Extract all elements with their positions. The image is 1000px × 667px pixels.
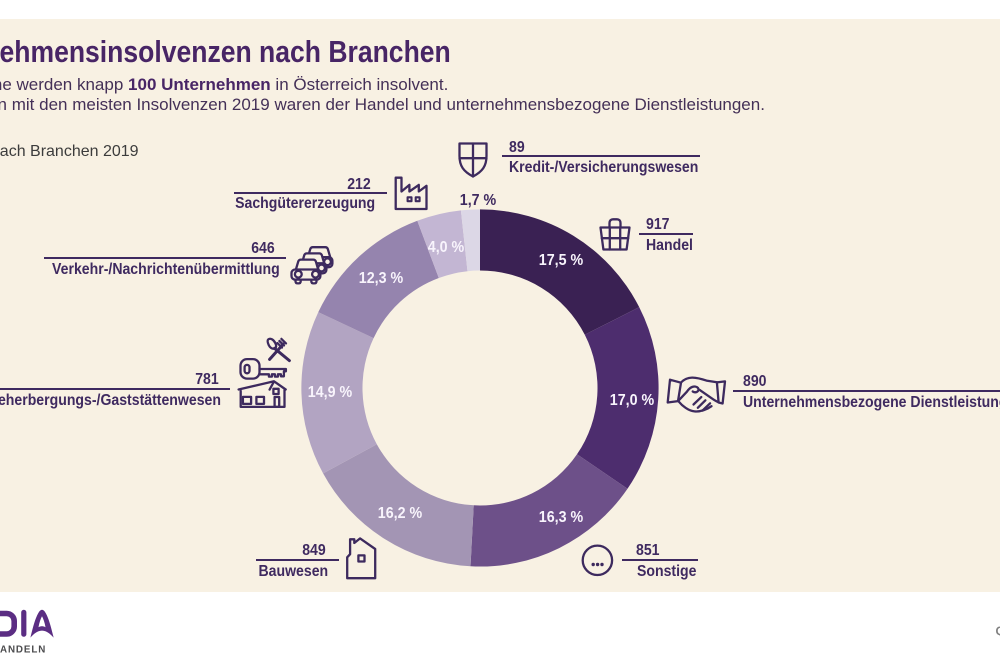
svg-text:HANDELN: HANDELN — [0, 644, 46, 655]
